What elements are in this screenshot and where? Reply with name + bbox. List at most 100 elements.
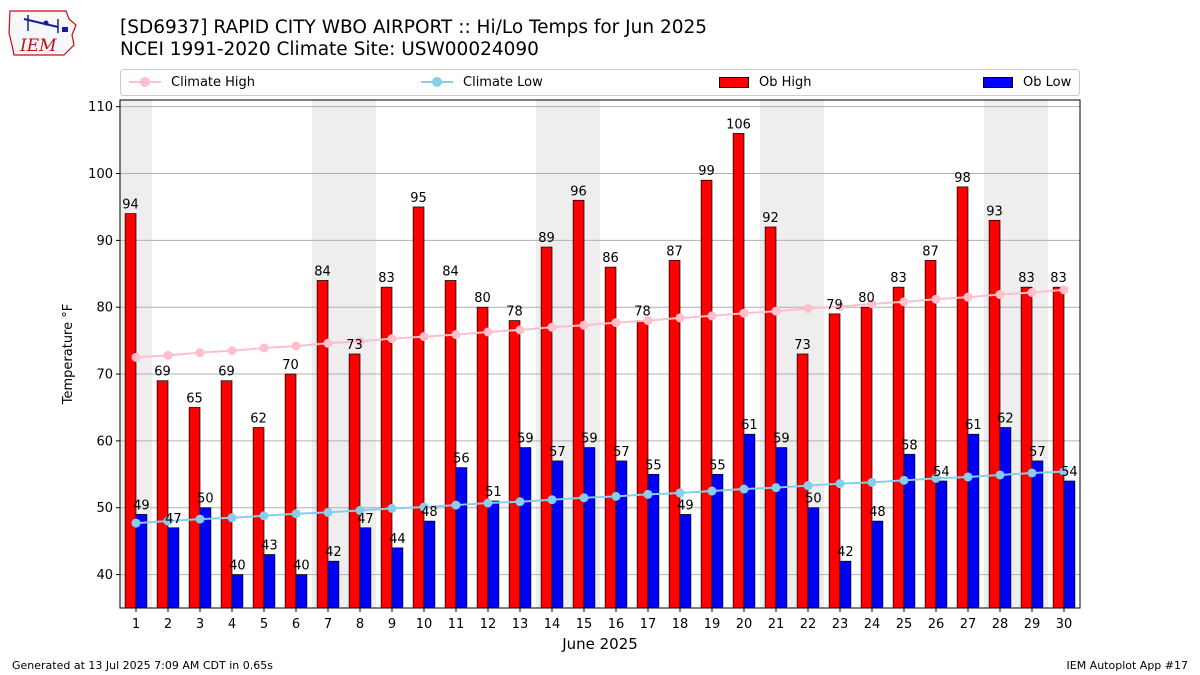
ob-low-label: 49 [677, 498, 694, 513]
climate-low-point [995, 470, 1005, 480]
ob-low-label: 44 [389, 532, 406, 547]
title-line-2: NCEI 1991-2020 Climate Site: USW00024090 [120, 39, 539, 60]
y-tick-label: 40 [96, 568, 113, 583]
climate-low-point [547, 495, 557, 505]
climate-low-point [739, 484, 749, 494]
climate-low-point [803, 481, 813, 491]
y-tick-label: 110 [88, 100, 113, 115]
x-tick-label: 24 [864, 617, 881, 632]
ob-high-bar [828, 313, 841, 609]
climate-high-point [131, 352, 141, 362]
x-tick-label: 13 [512, 617, 529, 632]
climate-low-point [291, 509, 301, 519]
ob-high-bar [348, 353, 361, 609]
ob-low-label: 47 [165, 512, 182, 527]
climate-high-point [259, 343, 269, 353]
climate-high-point [163, 350, 173, 360]
ob-high-label: 69 [218, 365, 235, 380]
climate-high-point [739, 308, 749, 318]
climate-high-point [355, 336, 365, 346]
x-tick-label: 12 [480, 617, 497, 632]
ob-low-label: 40 [293, 559, 310, 574]
climate-high-point [931, 294, 941, 304]
x-tick-label: 27 [960, 617, 977, 632]
footer-generated: Generated at 13 Jul 2025 7:09 AM CDT in … [12, 659, 273, 672]
ob-low-bar [327, 560, 340, 609]
ob-high-bar [668, 260, 681, 609]
ob-low-label: 57 [549, 445, 566, 460]
climate-low-line [135, 470, 1065, 525]
x-tick-label: 1 [132, 617, 140, 632]
ob-high-label: 62 [250, 412, 267, 427]
climate-high-point [643, 316, 653, 326]
ob-low-label: 49 [133, 498, 150, 513]
climate-high-point [835, 302, 845, 312]
ob-low-bar [1063, 480, 1076, 609]
ob-high-bar [604, 266, 617, 609]
y-tick-label: 70 [96, 368, 113, 383]
climate-high-point [1059, 285, 1069, 295]
x-tick-label: 6 [292, 617, 300, 632]
iem-logo [8, 10, 77, 56]
ob-low-bar [1031, 460, 1044, 609]
climate-low-point [259, 511, 269, 521]
ob-low-label: 50 [197, 492, 214, 507]
logo-text: IEM [20, 36, 57, 56]
ob-high-swatch [719, 76, 749, 88]
ob-high-bar [956, 186, 969, 609]
x-tick-label: 10 [416, 617, 433, 632]
ob-high-label: 83 [1018, 271, 1035, 286]
ob-high-label: 87 [666, 244, 683, 259]
ob-high-label: 69 [154, 365, 171, 380]
ob-high-label: 95 [410, 191, 427, 206]
title-line-1: [SD6937] RAPID CITY WBO AIRPORT :: Hi/Lo… [120, 17, 708, 38]
y-tick-label: 100 [88, 167, 113, 182]
y-tick-label: 50 [96, 501, 113, 516]
ob-high-label: 83 [1050, 271, 1067, 286]
ob-low-label: 61 [965, 418, 982, 433]
x-tick-label: 7 [324, 617, 332, 632]
x-tick-label: 29 [1024, 617, 1041, 632]
ob-low-bar [359, 527, 372, 609]
ob-high-label: 93 [986, 204, 1003, 219]
ob-low-swatch [983, 76, 1013, 88]
climate-high-point [675, 313, 685, 323]
plot-frame [119, 99, 1081, 609]
ob-low-label: 54 [933, 465, 950, 480]
climate-low-point [1059, 467, 1069, 477]
ob-low-bar [679, 514, 692, 609]
ob-high-label: 73 [346, 338, 363, 353]
x-tick-label: 18 [672, 617, 689, 632]
ob-low-bar [775, 447, 788, 609]
ob-low-label: 62 [997, 412, 1014, 427]
ob-high-bar [700, 179, 713, 609]
ob-low-bar [871, 520, 884, 609]
ob-high-bar [476, 306, 489, 609]
climate-high-line [135, 288, 1065, 359]
climate-low-point [931, 473, 941, 483]
climate-low-point [899, 475, 909, 485]
climate-low-point [771, 483, 781, 493]
legend-climate-low-label: Climate Low [463, 74, 543, 90]
ob-high-label: 83 [378, 271, 395, 286]
ob-high-label: 92 [762, 211, 779, 226]
ob-low-bar [167, 527, 180, 609]
x-tick-label: 2 [164, 617, 172, 632]
ob-high-label: 87 [922, 244, 939, 259]
ob-high-label: 84 [442, 264, 459, 279]
climate-low-point [387, 503, 397, 513]
x-tick-label: 3 [196, 617, 204, 632]
chart-title: [SD6937] RAPID CITY WBO AIRPORT :: Hi/Lo… [120, 17, 707, 61]
ob-low-bar [423, 520, 436, 609]
ob-low-bar [455, 467, 468, 609]
x-tick-label: 23 [832, 617, 849, 632]
climate-low-point [963, 472, 973, 482]
climate-low-point [835, 479, 845, 489]
legend-ob-high-label: Ob High [759, 74, 812, 90]
legend-climate-high: Climate High [129, 73, 255, 91]
x-tick-label: 14 [544, 617, 561, 632]
footer-app: IEM Autoplot App #17 [1066, 659, 1189, 672]
climate-high-point [483, 327, 493, 337]
climate-low-point [131, 518, 141, 528]
x-tick-label: 30 [1056, 617, 1073, 632]
